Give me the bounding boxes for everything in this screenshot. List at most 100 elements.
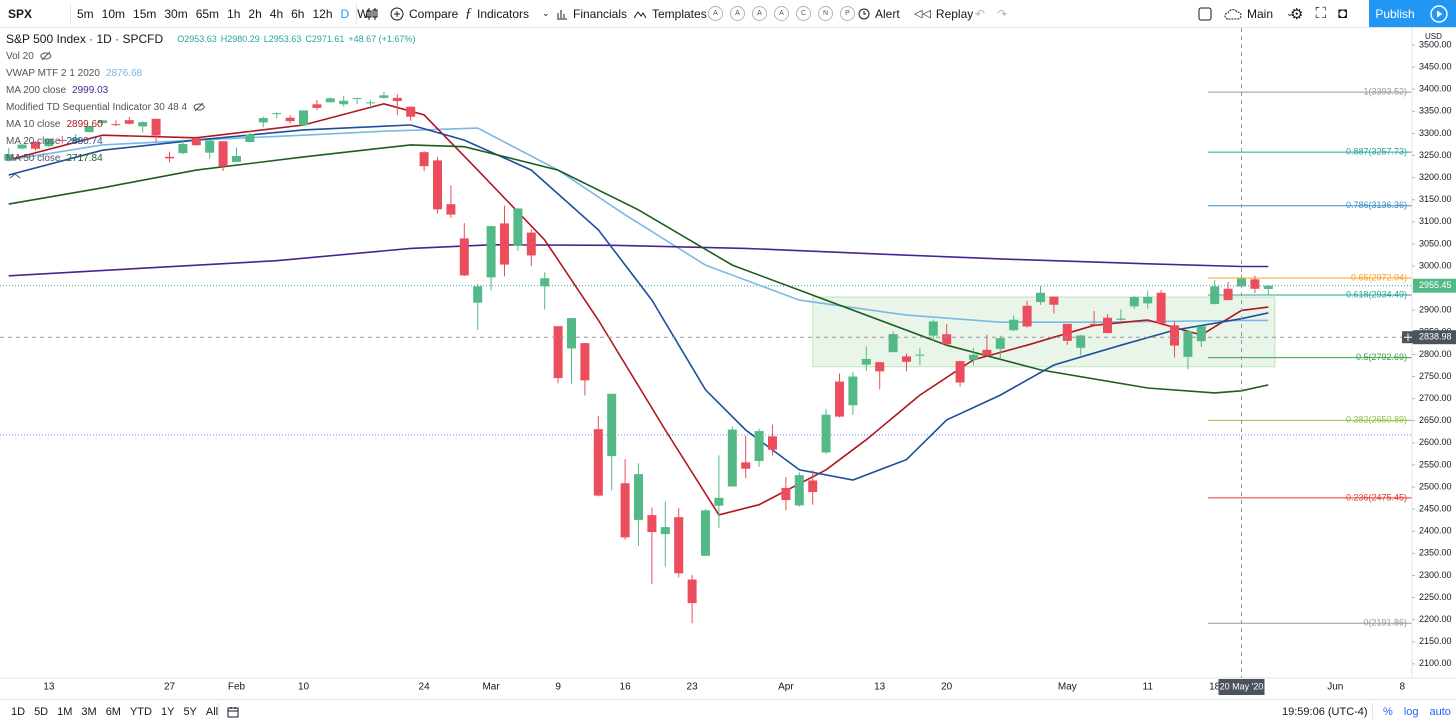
interval-button[interactable]: D — [340, 6, 350, 21]
indicator-name: Modified TD Sequential Indicator 30 48 4 — [6, 102, 187, 113]
alert-button[interactable]: Alert — [858, 0, 900, 27]
layout-button[interactable]: Main ⌄ — [1224, 0, 1294, 27]
settings-icon[interactable]: ⚙ — [1290, 5, 1304, 23]
candle-body — [727, 429, 737, 487]
y-tick-label: 2550.00 — [1419, 459, 1452, 469]
visibility-icon[interactable] — [193, 103, 205, 111]
candle-body — [540, 278, 550, 287]
collapse-legend[interactable] — [9, 173, 21, 179]
financials-button[interactable]: Financials — [556, 0, 627, 27]
fib-label: 0.887(3257.73) — [1346, 146, 1407, 156]
candle-body — [379, 95, 389, 98]
range-button[interactable]: 6M — [105, 705, 121, 718]
interval-button[interactable]: 30m — [164, 6, 188, 21]
goto-date-icon[interactable] — [227, 700, 239, 723]
symbol[interactable]: SPX — [8, 6, 33, 21]
select-icon[interactable] — [1198, 0, 1212, 27]
indicators-button[interactable]: ƒ Indicators ⌄ — [465, 0, 550, 27]
y-tick-label: 2400.00 — [1419, 526, 1452, 536]
compare-button[interactable]: Compare — [390, 0, 458, 27]
indicator-value: 2880.74 — [66, 136, 103, 147]
interval-button[interactable]: 5m — [77, 6, 94, 21]
candle-body — [138, 122, 148, 127]
template-letter[interactable]: A — [708, 6, 723, 21]
replay-icon: ◁◁ — [914, 8, 931, 20]
candle-body — [634, 474, 643, 520]
interval-button[interactable]: 12h — [312, 6, 333, 21]
y-tick-label: 3050.00 — [1419, 238, 1452, 248]
template-letter[interactable]: C — [796, 6, 811, 21]
candle-body — [1076, 335, 1086, 348]
visibility-icon[interactable] — [40, 52, 52, 60]
fib-label: 0.236(2475.45) — [1346, 492, 1407, 502]
undo-icon[interactable]: ↶ — [975, 6, 986, 21]
scale-option[interactable]: log — [1403, 705, 1419, 718]
candle-body — [969, 354, 978, 360]
snapshot-icon[interactable]: ◘ — [1337, 5, 1348, 22]
crosshair-plus — [1404, 333, 1412, 342]
candle-body — [567, 318, 576, 349]
template-letter[interactable]: P — [840, 6, 855, 21]
candle-body — [57, 139, 67, 141]
interval-button[interactable]: 10m — [101, 6, 126, 21]
range-button[interactable]: YTD — [129, 705, 152, 718]
chart-type-icon[interactable] — [366, 0, 378, 27]
templates-icon — [633, 10, 647, 18]
legend-row: Vol 20 — [6, 51, 34, 62]
symbol-title: S&P 500 Index · 1D · SPCFD — [6, 32, 164, 46]
crosshair-date: 20 May '20 — [1220, 681, 1264, 691]
range-button[interactable]: 1Y — [160, 705, 175, 718]
x-tick-label: 27 — [164, 682, 176, 693]
interval-button[interactable]: 15m — [133, 6, 157, 21]
candle-body — [821, 414, 831, 453]
candle-body — [339, 100, 349, 105]
indicator-name: Vol 20 — [6, 51, 34, 62]
interval-button[interactable]: W — [357, 6, 369, 21]
template-letter[interactable]: N — [818, 6, 833, 21]
button-label: Financials — [573, 6, 628, 21]
fullscreen-icon[interactable]: ⛶ — [1315, 5, 1326, 22]
visibility-slash — [194, 102, 204, 112]
fib-label: 0.65(2972.94) — [1351, 272, 1407, 282]
scale-option[interactable]: auto — [1429, 705, 1451, 718]
clock: 19:59:06 (UTC-4) — [1282, 705, 1368, 718]
template-letter[interactable]: A — [730, 6, 745, 21]
candle-body — [218, 141, 228, 167]
redo-icon[interactable]: ↷ — [997, 6, 1008, 21]
interval-button[interactable]: 6h — [291, 6, 305, 21]
alarm-icon — [858, 8, 870, 20]
range-button[interactable]: 5D — [34, 705, 49, 718]
range-list: 1D 5D 1M 3M 6M YTD 1Y 5Y All — [11, 700, 218, 723]
candle-body — [861, 358, 871, 365]
crosshair-date-bg — [1218, 679, 1265, 695]
fib-label: 0(2191.86) — [1363, 618, 1407, 628]
range-button[interactable]: 1D — [11, 705, 26, 718]
publish-button[interactable]: Publish — [1369, 0, 1421, 27]
stream-button[interactable] — [1421, 0, 1456, 27]
indicator-name: MA 20 close — [6, 136, 61, 147]
interval-button[interactable]: 4h — [269, 6, 284, 21]
range-button[interactable]: 5Y — [183, 705, 197, 718]
range-button[interactable]: 3M — [81, 705, 97, 718]
scale-option[interactable]: % — [1383, 705, 1393, 718]
interval-button[interactable]: 2h — [248, 6, 262, 21]
templates-button[interactable]: Templates — [633, 0, 707, 27]
y-tick-label: 2900.00 — [1419, 305, 1452, 315]
fib-label: 0.5(2792.69) — [1356, 352, 1407, 362]
fib-label: 0.786(3136.36) — [1346, 200, 1407, 210]
candle-body — [714, 497, 724, 506]
template-letter[interactable]: A — [774, 6, 789, 21]
replay-button[interactable]: ◁◁ Replay — [914, 0, 973, 27]
undo-redo[interactable]: ↶ ↷ — [975, 0, 1007, 27]
indicator-value: 2899.60 — [66, 119, 103, 130]
fx-icon: ƒ — [465, 5, 472, 21]
interval-button[interactable]: 1h — [227, 6, 241, 21]
template-letter[interactable]: A — [752, 6, 767, 21]
caret: ⌄ — [1286, 8, 1294, 18]
range-button[interactable]: 1M — [57, 705, 73, 718]
interval-button[interactable]: 65m — [195, 6, 220, 21]
legend-title-row: S&P 500 Index · 1D · SPCFD O2953.63 H2980.… — [6, 32, 415, 46]
candle-body — [835, 381, 844, 417]
range-button[interactable]: All — [205, 705, 219, 718]
